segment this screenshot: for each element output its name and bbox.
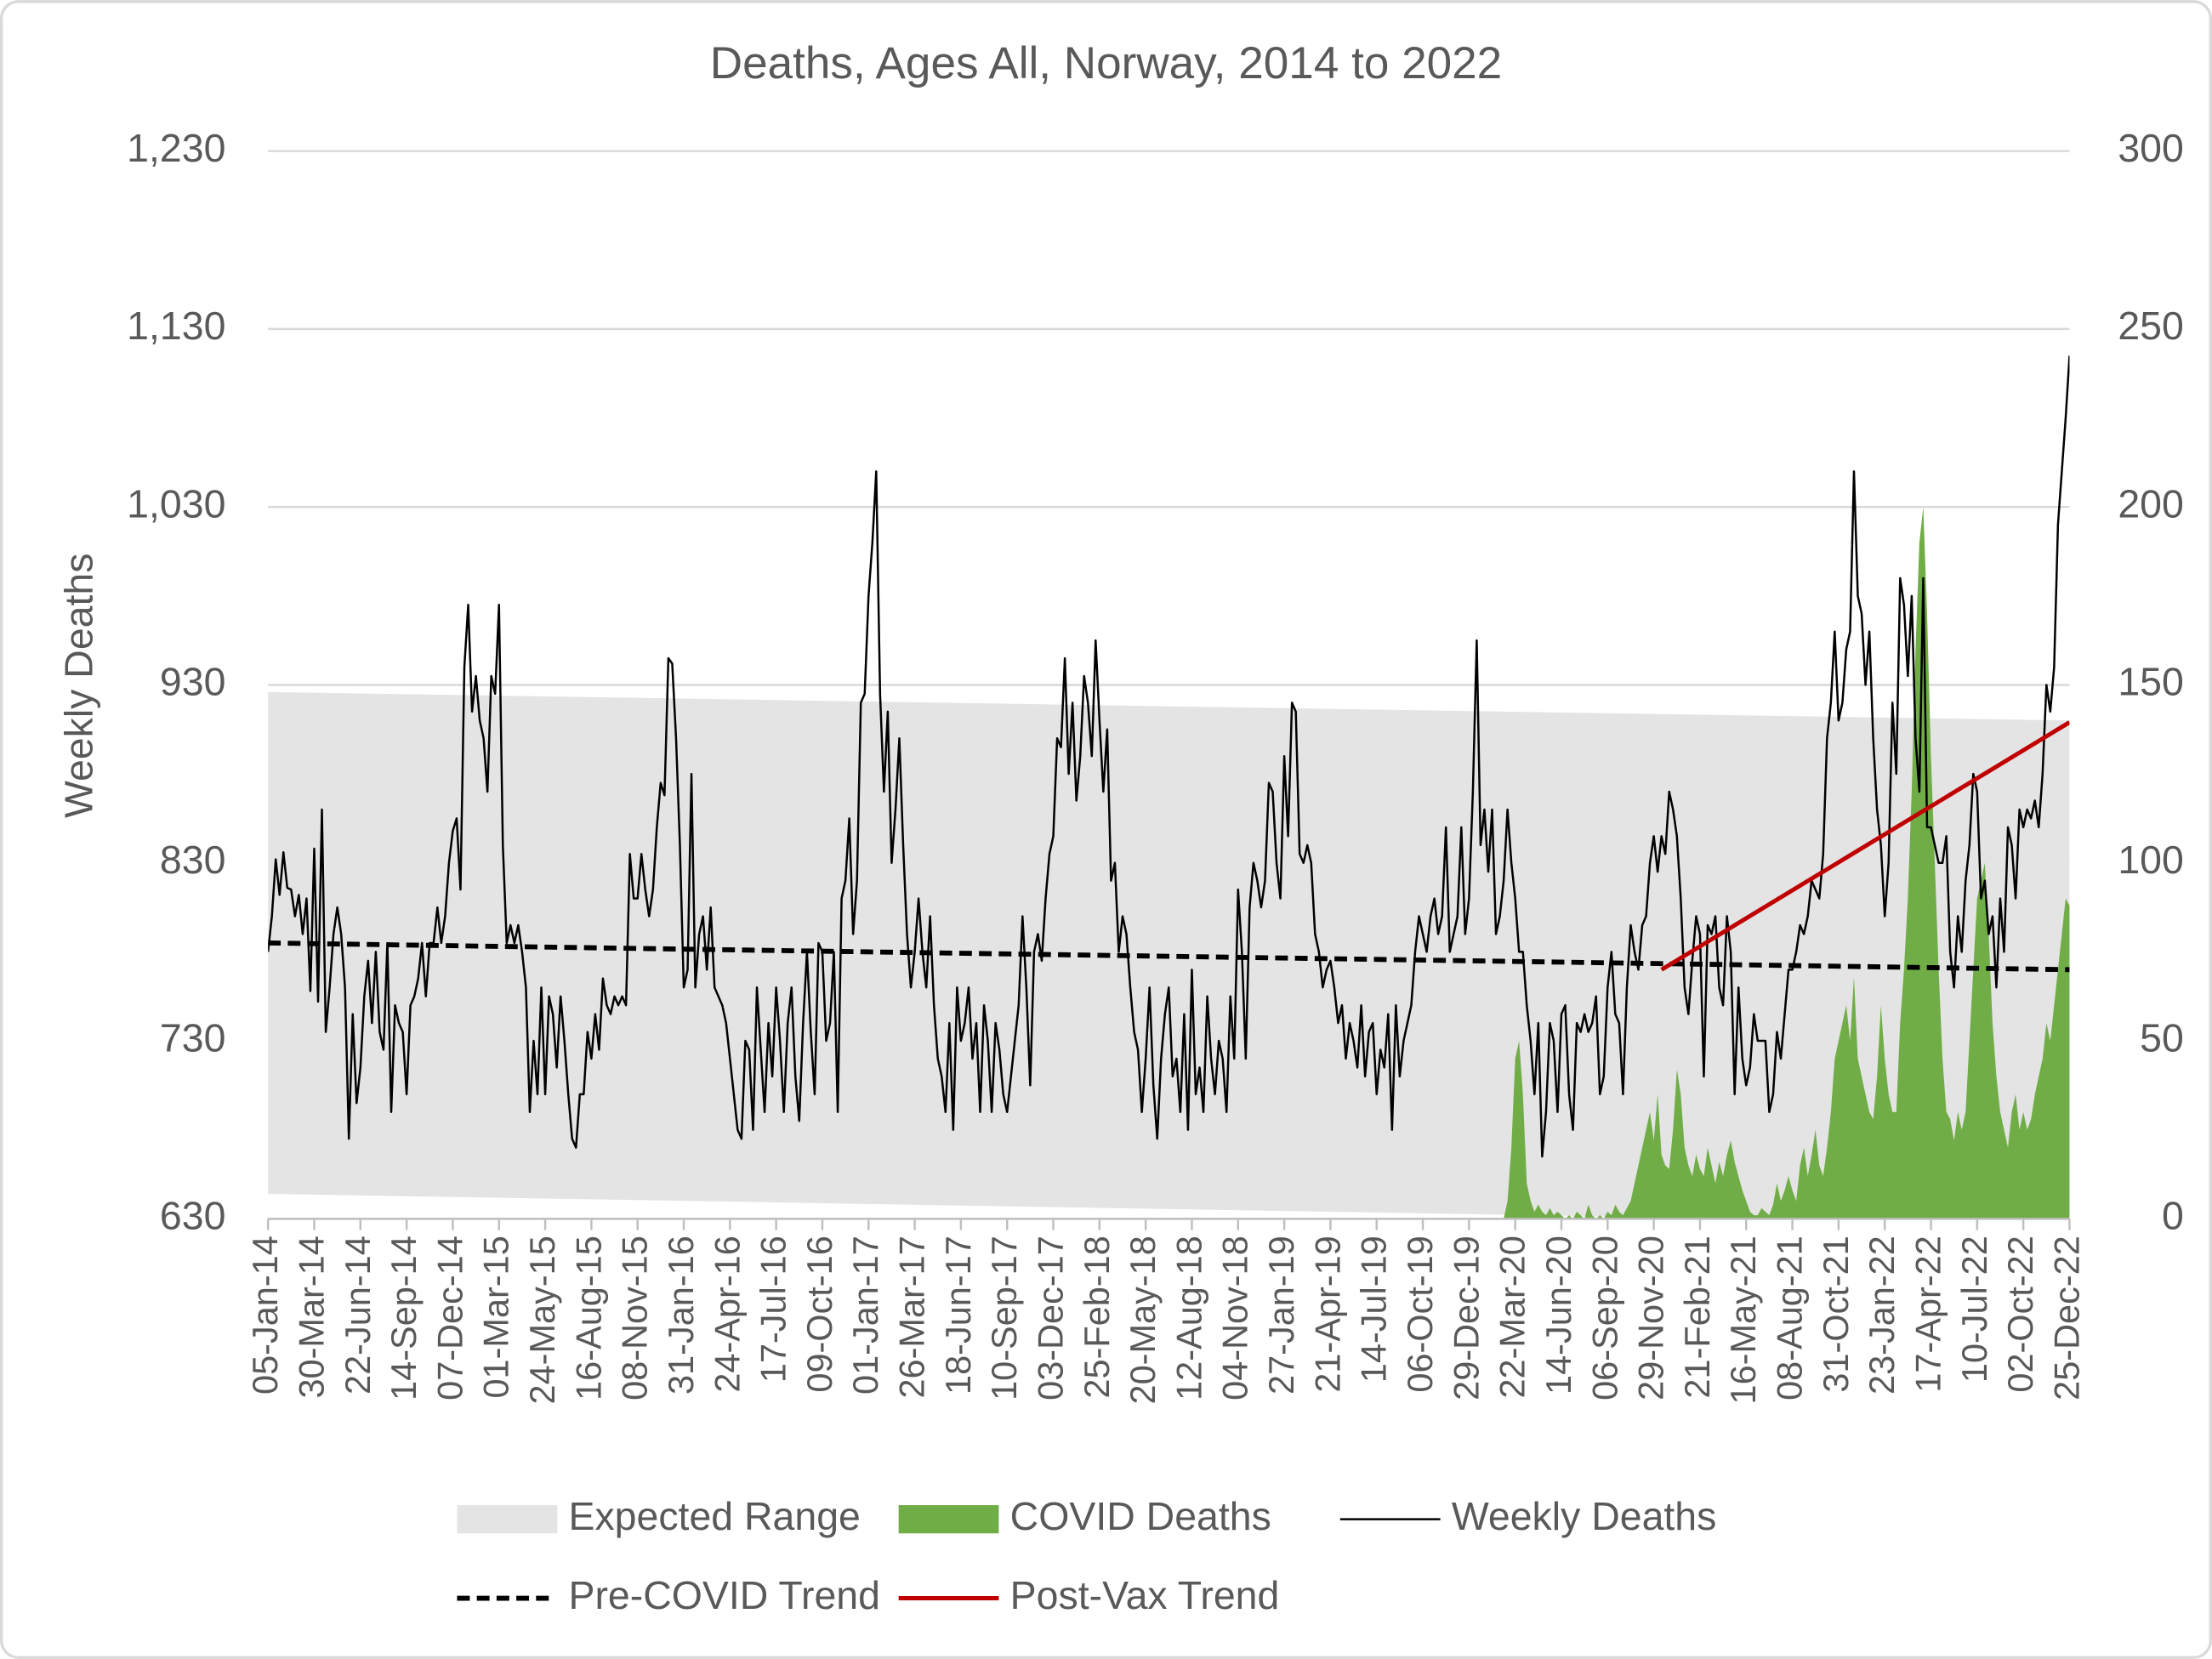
- series-line: [268, 355, 2070, 1158]
- legend-label: Weekly Deaths: [1452, 1494, 1716, 1538]
- x-tick-label: 16-Aug-15: [568, 1236, 608, 1400]
- x-tick-label: 09-Oct-16: [799, 1236, 839, 1392]
- y-tick-label: 930: [160, 660, 225, 704]
- x-tick-label: 07-Dec-14: [429, 1236, 469, 1400]
- y2-tick-label: 300: [2118, 126, 2183, 170]
- y2-tick-label: 250: [2118, 304, 2183, 348]
- x-tick-label: 12-Aug-18: [1169, 1236, 1208, 1400]
- series-line: [268, 940, 2070, 973]
- x-tick-label: 14-Jul-19: [1354, 1236, 1394, 1383]
- x-tick-label: 10-Jul-22: [1954, 1236, 1994, 1383]
- x-tick-label: 20-May-18: [1123, 1236, 1163, 1404]
- x-tick-label: 24-May-15: [522, 1236, 562, 1404]
- y-tick-label: 730: [160, 1015, 225, 1060]
- x-tick-label: 27-Jan-19: [1261, 1236, 1301, 1395]
- y2-tick-label: 150: [2118, 660, 2183, 704]
- x-tick-label: 06-Oct-19: [1400, 1236, 1440, 1392]
- series-line: [1660, 720, 2070, 972]
- x-tick-label: 06-Sep-20: [1584, 1236, 1624, 1400]
- y-tick-label: 1,230: [127, 126, 225, 170]
- x-tick-label: 30-Mar-14: [291, 1236, 331, 1398]
- y-tick-label: 1,130: [127, 304, 225, 348]
- x-tick-label: 16-May-21: [1723, 1236, 1763, 1404]
- x-tick-label: 08-Aug-21: [1770, 1236, 1810, 1400]
- x-tick-label: 31-Oct-21: [1816, 1236, 1856, 1392]
- x-tick-label: 22-Jun-14: [338, 1236, 378, 1395]
- y2-tick-label: 200: [2118, 481, 2183, 526]
- x-tick-label: 29-Nov-20: [1631, 1236, 1671, 1400]
- x-tick-label: 17-Jul-16: [753, 1236, 793, 1383]
- x-tick-label: 24-Apr-16: [707, 1236, 747, 1392]
- y-tick-label: 830: [160, 838, 225, 882]
- y-tick-label: 630: [160, 1194, 225, 1238]
- y-tick-label: 1,030: [127, 481, 225, 526]
- x-tick-label: 01-Jan-17: [845, 1236, 885, 1395]
- x-tick-label: 31-Jan-16: [661, 1236, 701, 1395]
- x-tick-label: 08-Nov-15: [615, 1236, 655, 1400]
- x-tick-label: 14-Sep-14: [384, 1236, 424, 1400]
- x-tick-label: 14-Jun-20: [1538, 1236, 1578, 1395]
- x-tick-label: 21-Apr-19: [1307, 1236, 1347, 1392]
- x-tick-label: 17-Apr-22: [1908, 1236, 1948, 1392]
- x-tick-label: 03-Dec-17: [1030, 1236, 1070, 1400]
- x-tick-label: 18-Jun-17: [938, 1236, 978, 1395]
- x-tick-label: 26-Mar-17: [892, 1236, 932, 1398]
- covid-area: [1504, 507, 2070, 1219]
- chart-title: Deaths, Ages All, Norway, 2014 to 2022: [710, 38, 1502, 88]
- legend-label: Expected Range: [568, 1494, 860, 1538]
- y2-tick-label: 0: [2162, 1194, 2184, 1238]
- x-tick-label: 04-Nov-18: [1215, 1236, 1255, 1400]
- y2-tick-label: 50: [2140, 1015, 2184, 1060]
- x-tick-label: 22-Mar-20: [1493, 1236, 1532, 1398]
- x-tick-label: 01-Mar-15: [476, 1236, 516, 1398]
- x-tick-label: 02-Oct-22: [2000, 1236, 2040, 1392]
- legend-swatch: [898, 1505, 999, 1534]
- x-tick-label: 29-Dec-19: [1446, 1236, 1486, 1400]
- plot-area: [268, 355, 2070, 1219]
- legend-label: COVID Deaths: [1010, 1494, 1271, 1538]
- y-axis-label: Weekly Deaths: [56, 554, 100, 818]
- legend-label: Pre-COVID Trend: [568, 1573, 879, 1617]
- x-tick-label: 25-Dec-22: [2046, 1236, 2086, 1400]
- x-tick-label: 05-Jan-14: [245, 1236, 285, 1395]
- x-tick-label: 21-Feb-21: [1677, 1236, 1717, 1398]
- legend-swatch: [457, 1505, 558, 1534]
- x-tick-label: 10-Sep-17: [984, 1236, 1024, 1400]
- legend-label: Post-Vax Trend: [1010, 1573, 1280, 1617]
- x-tick-label: 23-Jan-22: [1862, 1236, 1902, 1395]
- x-tick-label: 25-Feb-18: [1077, 1236, 1117, 1398]
- y2-tick-label: 100: [2118, 838, 2183, 882]
